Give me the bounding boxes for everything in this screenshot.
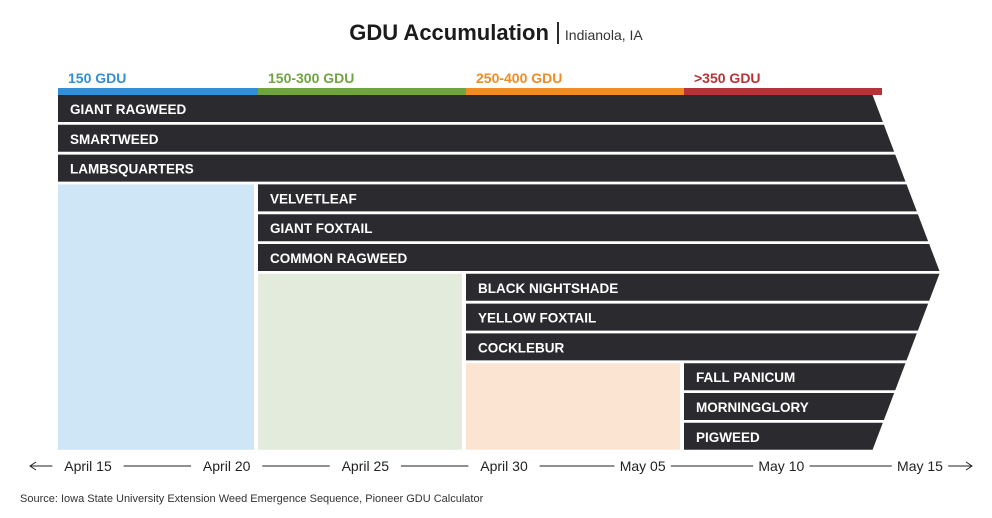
zone-fill-3 <box>466 363 680 450</box>
weed-label: BLACK NIGHTSHADE <box>478 281 618 296</box>
chart-title-row: GDU Accumulation Indianola, IA <box>0 20 992 46</box>
zone-label-4: >350 GDU <box>694 70 761 86</box>
weed-bar <box>58 95 883 122</box>
x-tick-label: April 20 <box>203 458 251 474</box>
x-tick-label: April 30 <box>480 458 528 474</box>
zone-top-line-1 <box>58 88 258 95</box>
weed-bar <box>684 363 906 391</box>
x-tick-label: May 10 <box>758 458 804 474</box>
weed-bar <box>258 244 940 271</box>
zone-label-2: 150-300 GDU <box>268 70 354 86</box>
x-tick-label: May 15 <box>897 458 943 474</box>
axis-arrow-right <box>965 461 973 471</box>
zone-top-line-3 <box>466 88 684 95</box>
weed-label: VELVETLEAF <box>270 191 357 206</box>
weed-label: GIANT RAGWEED <box>70 102 186 117</box>
weed-bar <box>466 303 929 331</box>
zone-top-line-2 <box>258 88 466 95</box>
weed-label: COCKLEBUR <box>478 340 564 355</box>
zone-fill-1 <box>58 184 254 450</box>
weed-bar <box>258 214 929 242</box>
source-note: Source: Iowa State University Extension … <box>20 493 484 505</box>
weed-label: GIANT FOXTAIL <box>270 221 373 236</box>
zone-label-1: 150 GDU <box>68 70 126 86</box>
chart-subtitle: Indianola, IA <box>564 27 643 43</box>
axis-arrow-left <box>29 461 37 471</box>
weed-label: LAMBSQUARTERS <box>70 162 194 177</box>
weed-label: MORNINGGLORY <box>696 400 809 415</box>
zone-label-3: 250-400 GDU <box>476 70 562 86</box>
weed-label: PIGWEED <box>696 430 760 445</box>
weed-label: FALL PANICUM <box>696 370 795 385</box>
weed-bar <box>466 333 917 361</box>
weed-bar <box>684 393 895 420</box>
x-tick-label: April 15 <box>64 458 112 474</box>
weed-label: YELLOW FOXTAIL <box>478 311 596 326</box>
title-divider <box>556 22 559 44</box>
zone-top-line-4 <box>684 88 882 95</box>
x-tick-label: May 05 <box>620 458 666 474</box>
weed-bar <box>58 154 906 182</box>
chart-title: GDU Accumulation <box>349 20 549 45</box>
weed-label: SMARTWEED <box>70 132 159 147</box>
weed-bar <box>58 124 895 152</box>
weed-bar <box>684 422 883 450</box>
weed-label: COMMON RAGWEED <box>270 251 407 266</box>
zone-fill-2 <box>258 273 462 450</box>
weed-bar <box>466 273 940 301</box>
weed-bar <box>258 184 917 212</box>
x-tick-label: April 25 <box>342 458 390 474</box>
